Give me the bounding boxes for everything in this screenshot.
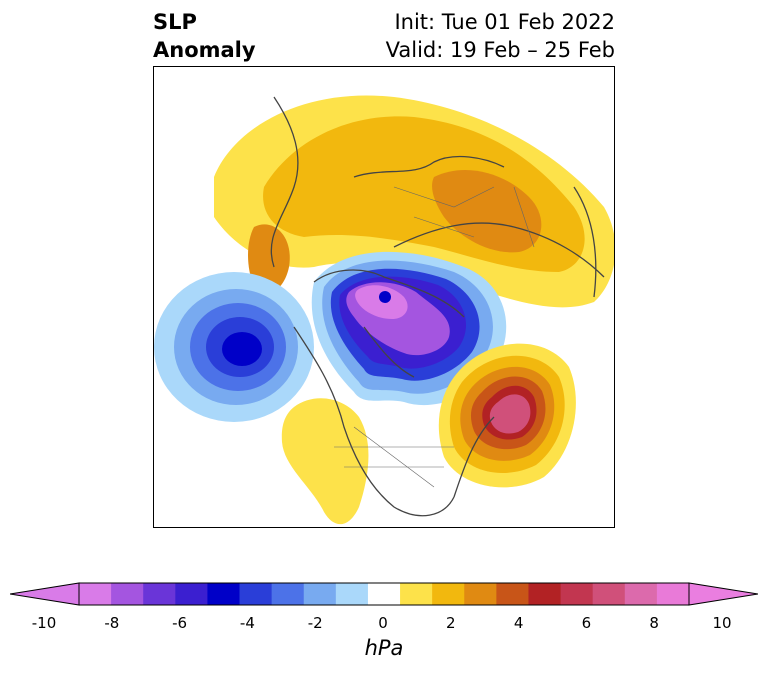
colorbar-tick-label: -10: [31, 614, 57, 632]
colorbar-segment: [143, 583, 176, 605]
colorbar-tick-label: -6: [172, 614, 188, 632]
colorbar-segment: [271, 583, 305, 605]
colorbar-segment: [239, 583, 273, 605]
colorbar-segment: [560, 583, 594, 605]
colorbar-extend-low: [10, 582, 80, 606]
map-panel: [153, 66, 615, 528]
title-subtitle: Anomaly: [153, 38, 256, 62]
title-variable: SLP: [153, 10, 197, 34]
colorbar-segment: [335, 583, 369, 605]
political-borders: [334, 186, 535, 488]
arctic-low-anomaly: [311, 251, 507, 406]
colorbar-tick-label: 2: [446, 614, 456, 632]
colorbar-segment: [624, 583, 658, 605]
colorbar-tick-label: -2: [307, 614, 323, 632]
colorbar-segment: [528, 583, 562, 605]
colorbar-unit-label: hPa: [364, 636, 404, 660]
colorbar-segment: [592, 583, 626, 605]
colorbar-segment: [79, 583, 112, 605]
plot-title: SLP Anomaly: [153, 8, 256, 64]
colorbar-segment: [464, 583, 497, 605]
colorbar-segment: [656, 583, 690, 605]
coastlines: [270, 96, 605, 517]
colorbar-tick-label: -4: [239, 614, 255, 632]
colorbar-segment: [400, 583, 433, 605]
colorbar-segment: [496, 583, 529, 605]
atlantic-high-anomaly: [438, 343, 576, 488]
colorbar-tick-label: 10: [712, 614, 732, 632]
colorbar-segment: [432, 583, 465, 605]
forecast-dates: Init: Tue 01 Feb 2022 Valid: 19 Feb – 25…: [386, 8, 615, 64]
colorbar: [10, 582, 758, 606]
colorbar-segment: [367, 583, 401, 605]
colorbar-tick-label: 8: [649, 614, 659, 632]
colorbar-tick-label: 0: [378, 614, 388, 632]
colorbar-segment: [207, 583, 241, 605]
colorbar-segment: [175, 583, 208, 605]
colorbar-tick-label: -8: [104, 614, 120, 632]
colorbar-extend-high: [688, 582, 758, 606]
colorbar-segment: [303, 583, 337, 605]
valid-date-range: Valid: 19 Feb – 25 Feb: [385, 38, 615, 62]
north-america-high-anomaly: [281, 398, 369, 525]
init-date: Init: Tue 01 Feb 2022: [394, 10, 615, 34]
colorbar-segment: [111, 583, 144, 605]
pacific-low-anomaly: [154, 272, 314, 422]
colorbar-tick-label: 4: [513, 614, 524, 632]
colorbar-tick-label: 6: [581, 614, 592, 632]
anomaly-map: [154, 95, 614, 525]
eurasia-high-anomaly: [214, 95, 614, 308]
